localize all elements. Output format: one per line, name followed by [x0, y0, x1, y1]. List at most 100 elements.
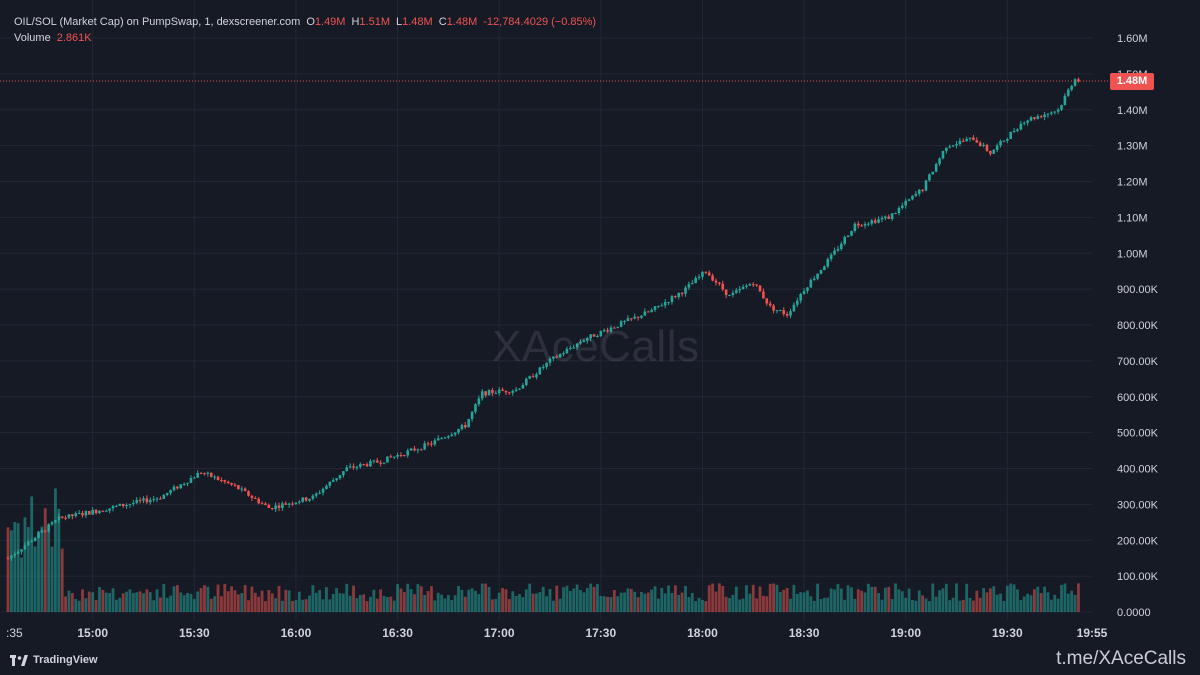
volume-bar — [463, 596, 467, 612]
close-key: C — [438, 16, 447, 28]
volume-bar — [118, 597, 122, 612]
volume-bar — [1063, 583, 1067, 612]
volume-bar — [863, 592, 867, 612]
candle-body — [148, 499, 152, 503]
y-tick-label: 900.00K — [1117, 284, 1159, 296]
volume-bar — [704, 600, 708, 612]
candle-body — [917, 189, 921, 194]
volume-bar — [392, 600, 396, 612]
volume-bar — [179, 592, 183, 612]
last-price-tag: 1.48M — [1110, 73, 1154, 91]
tradingview-icon — [10, 654, 28, 666]
candle-body — [569, 347, 572, 349]
candle-body — [934, 163, 938, 172]
y-tick-label: 300.00K — [1117, 499, 1159, 511]
tradingview-logo[interactable]: TradingView — [10, 654, 98, 666]
candle-body — [867, 223, 870, 225]
candle-body — [599, 330, 603, 336]
volume-bar — [470, 588, 474, 612]
candle-body — [64, 517, 67, 519]
volume-bar — [867, 583, 870, 612]
volume-bar — [690, 592, 694, 612]
candle-body — [941, 150, 945, 159]
volume-label[interactable]: Volume — [14, 32, 51, 44]
volume-bar — [57, 508, 61, 612]
candle-body — [443, 437, 447, 439]
candle-body — [538, 367, 542, 375]
candle-body — [430, 443, 433, 445]
volume-bar — [697, 597, 701, 612]
candle-body — [901, 205, 904, 209]
y-tick-label: 100.00K — [1117, 571, 1159, 583]
candle-body — [650, 309, 653, 312]
volume-bar — [175, 585, 179, 612]
candle-body — [409, 448, 413, 451]
volume-bar — [267, 590, 271, 612]
candle-body — [1016, 129, 1019, 132]
volume-bar — [575, 584, 579, 612]
volume-bar — [829, 588, 833, 612]
candle-body — [98, 510, 101, 514]
candle-body — [359, 464, 362, 467]
volume-bar — [616, 596, 620, 612]
candle-body — [382, 462, 386, 464]
volume-bar — [1049, 599, 1053, 612]
volume-bar — [958, 600, 962, 612]
chart-legend: OIL/SOL (Market Cap) on PumpSwap, 1, dex… — [14, 14, 602, 46]
candle-body — [182, 483, 186, 485]
candle-body — [497, 389, 501, 394]
volume-bar — [311, 585, 315, 612]
volume-bar — [365, 601, 369, 612]
candle-body — [687, 284, 691, 288]
volume-bar — [545, 596, 549, 612]
volume-bar — [40, 526, 44, 612]
volume-bar — [345, 583, 349, 612]
volume-bar — [670, 592, 674, 612]
x-tick-label: 19:30 — [992, 626, 1023, 640]
volume-bar — [165, 597, 169, 612]
volume-bar — [789, 598, 792, 612]
candle-body — [585, 338, 589, 341]
candle-body — [680, 292, 684, 294]
candle-body — [33, 537, 37, 542]
volume-bar — [938, 590, 941, 612]
candle-body — [623, 320, 626, 322]
volume-bar — [765, 596, 769, 612]
candle-body — [342, 471, 345, 476]
candle-body — [575, 343, 579, 348]
candle-body — [958, 140, 962, 145]
candle-body — [460, 424, 464, 429]
volume-bar — [104, 592, 108, 612]
candle-body — [223, 480, 227, 482]
telegram-handle[interactable]: t.me/XAceCalls — [1056, 648, 1186, 669]
candle-body — [1009, 131, 1012, 140]
symbol-title[interactable]: OIL/SOL (Market Cap) on PumpSwap, 1, dex… — [14, 16, 301, 28]
volume-bar — [247, 600, 250, 612]
volume-bar — [402, 592, 406, 612]
candle-body — [206, 472, 210, 474]
candle-body — [511, 390, 515, 393]
volume-bar — [131, 592, 135, 612]
candle-body — [724, 289, 728, 296]
candle-body — [199, 473, 203, 475]
candle-body — [1050, 112, 1053, 114]
candle-body — [890, 213, 894, 220]
candle-body — [1077, 79, 1080, 82]
volume-bar — [524, 589, 528, 612]
volume-bar — [1029, 595, 1033, 612]
candle-body — [186, 482, 189, 484]
volume-bar — [877, 592, 880, 612]
high-value: 1.51M — [359, 16, 390, 28]
volume-bar — [1012, 584, 1016, 612]
candle-body — [416, 449, 420, 451]
volume-bar — [782, 589, 786, 612]
candle-body — [840, 243, 843, 250]
candle-body — [674, 296, 677, 298]
close-value: 1.48M — [446, 16, 478, 28]
candle-body — [145, 498, 149, 503]
volume-bar — [111, 588, 115, 612]
candle-body — [1070, 85, 1073, 90]
candle-body — [447, 436, 450, 438]
candle-body — [440, 438, 443, 440]
